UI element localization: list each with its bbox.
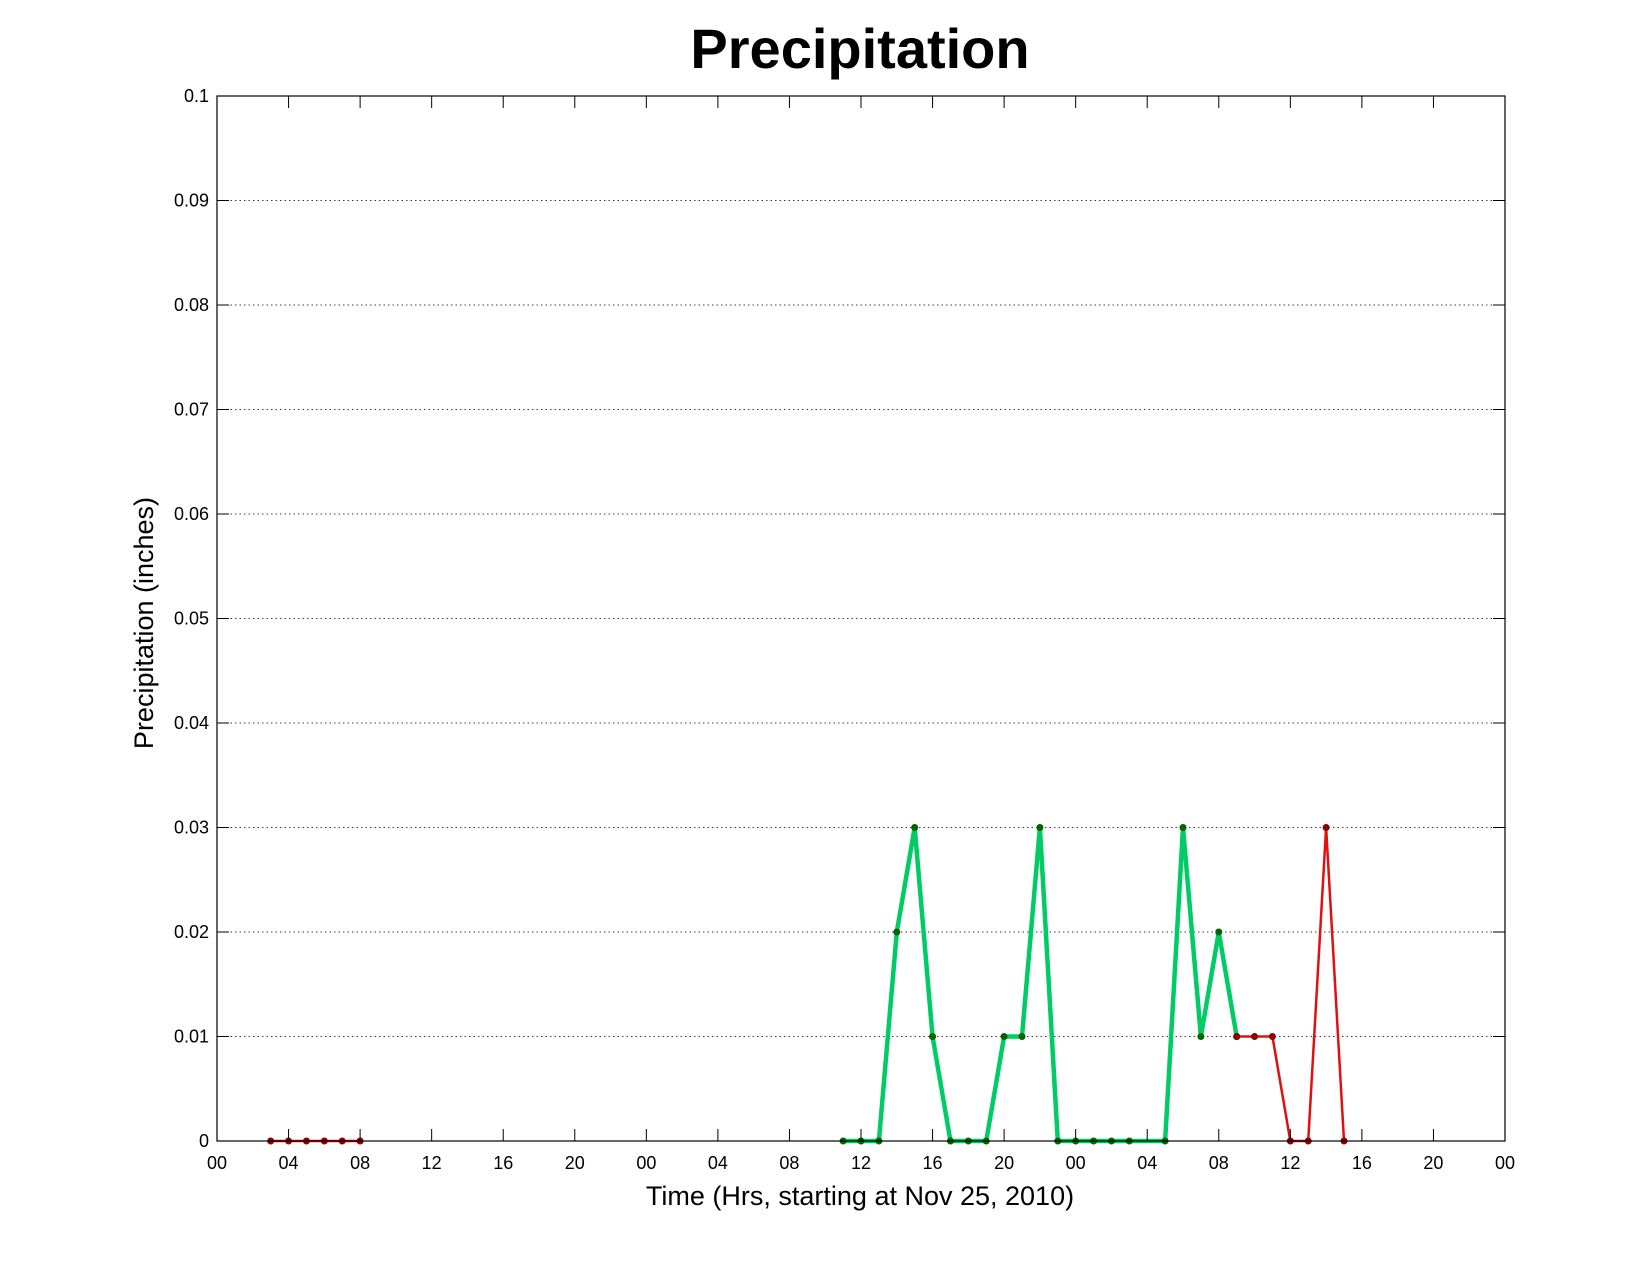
- x-tick-label: 20: [1423, 1153, 1443, 1173]
- data-point: [1322, 824, 1330, 831]
- x-tick-label: 20: [994, 1153, 1014, 1173]
- y-tick-label: 0.02: [174, 922, 209, 942]
- data-point: [929, 1033, 937, 1040]
- y-tick-label: 0.01: [174, 1027, 209, 1047]
- chart-title: Precipitation: [690, 17, 1029, 80]
- y-tick-label: 0: [199, 1131, 209, 1151]
- x-tick-label: 12: [1280, 1153, 1300, 1173]
- y-tick-label: 0.06: [174, 504, 209, 524]
- x-axis-label: Time (Hrs, starting at Nov 25, 2010): [646, 1181, 1074, 1211]
- x-tick-label: 04: [1137, 1153, 1157, 1173]
- data-point: [1179, 824, 1187, 831]
- data-point: [893, 928, 901, 936]
- y-tick-label: 0.03: [174, 818, 209, 838]
- x-tick-label: 16: [1352, 1153, 1372, 1173]
- x-tick-label: 16: [923, 1153, 943, 1173]
- x-tick-label: 08: [1209, 1153, 1229, 1173]
- x-tick-label: 00: [1495, 1153, 1515, 1173]
- data-point: [1215, 928, 1223, 936]
- x-tick-label: 00: [207, 1153, 227, 1173]
- x-tick-label: 12: [422, 1153, 442, 1173]
- x-tick-label: 04: [708, 1153, 728, 1173]
- x-tick-label: 16: [493, 1153, 513, 1173]
- x-tick-label: 20: [565, 1153, 585, 1173]
- data-point: [1197, 1033, 1205, 1040]
- y-tick-label: 0.07: [174, 400, 209, 420]
- data-point: [1000, 1033, 1008, 1040]
- x-tick-label: 04: [279, 1153, 299, 1173]
- y-tick-label: 0.05: [174, 609, 209, 629]
- data-point: [1233, 1033, 1241, 1040]
- data-point: [1018, 1033, 1026, 1040]
- y-tick-label: 0.09: [174, 191, 209, 211]
- series-line-2: [843, 825, 1239, 1144]
- x-tick-label: 08: [779, 1153, 799, 1173]
- x-tick-label: 08: [350, 1153, 370, 1173]
- tick-layer: 0 0.01 0.02 0.03 0.04 0.05 0.06 0.07 0.08 0.09 0.1…: [174, 86, 1515, 1173]
- data-point: [1268, 1033, 1276, 1040]
- y-tick-label: 0.1: [184, 86, 209, 106]
- x-tick-label: 00: [1066, 1153, 1086, 1173]
- data-point: [1251, 1033, 1259, 1040]
- x-tick-label: 00: [636, 1153, 656, 1173]
- x-tick-label: 12: [851, 1153, 871, 1173]
- data-point: [1036, 824, 1044, 831]
- y-tick-label: 0.04: [174, 713, 209, 733]
- y-tick-label: 0.08: [174, 295, 209, 315]
- y-axis-label: Precipitation (inches): [129, 497, 159, 749]
- data-point: [911, 824, 919, 831]
- grid-layer: [217, 200, 1505, 1037]
